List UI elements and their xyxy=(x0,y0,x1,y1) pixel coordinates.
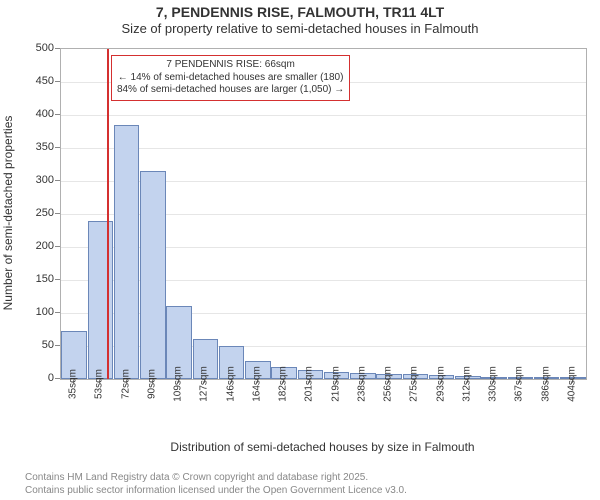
x-tick-label: 146sqm xyxy=(225,366,236,402)
y-tick-label: 200 xyxy=(36,240,54,252)
x-tick-label: 293sqm xyxy=(435,366,446,402)
x-tick-label: 182sqm xyxy=(278,366,289,402)
x-tick-label: 53sqm xyxy=(94,369,105,399)
y-axis: 050100150200250300350400450500 xyxy=(0,48,60,378)
x-tick-label: 330sqm xyxy=(488,366,499,402)
y-tick-label: 400 xyxy=(36,108,54,120)
y-tick-label: 300 xyxy=(36,174,54,186)
x-tick-label: 238sqm xyxy=(356,366,367,402)
x-tick-label: 35sqm xyxy=(68,369,79,399)
y-tick-label: 100 xyxy=(36,306,54,318)
chart-area: Number of semi-detached properties 05010… xyxy=(0,40,600,460)
y-tick-label: 500 xyxy=(36,42,54,54)
y-tick-label: 50 xyxy=(42,339,54,351)
x-tick-label: 312sqm xyxy=(461,366,472,402)
y-tick-label: 250 xyxy=(36,207,54,219)
y-tick-label: 150 xyxy=(36,273,54,285)
y-tick-label: 0 xyxy=(48,372,54,384)
x-tick-label: 127sqm xyxy=(199,366,210,402)
x-tick-label: 90sqm xyxy=(146,369,157,399)
gridline xyxy=(61,115,586,116)
x-tick-label: 164sqm xyxy=(251,366,262,402)
chart-title-block: 7, PENDENNIS RISE, FALMOUTH, TR11 4LT Si… xyxy=(0,0,600,36)
annotation-line: ← 14% of semi-detached houses are smalle… xyxy=(117,72,344,85)
y-tick-label: 350 xyxy=(36,141,54,153)
plot-area: 7 PENDENNIS RISE: 66sqm← 14% of semi-det… xyxy=(60,48,587,380)
annotation-box: 7 PENDENNIS RISE: 66sqm← 14% of semi-det… xyxy=(111,55,350,101)
x-tick-label: 275sqm xyxy=(409,366,420,402)
x-tick-label: 201sqm xyxy=(304,366,315,402)
x-tick-label: 256sqm xyxy=(383,366,394,402)
x-tick-label: 404sqm xyxy=(566,366,577,402)
y-tick-label: 450 xyxy=(36,75,54,87)
x-tick-label: 72sqm xyxy=(120,369,131,399)
reference-marker-line xyxy=(107,49,109,379)
x-axis: 35sqm53sqm72sqm90sqm109sqm127sqm146sqm16… xyxy=(60,378,585,448)
histogram-bar xyxy=(88,221,114,379)
gridline xyxy=(61,148,586,149)
x-axis-label: Distribution of semi-detached houses by … xyxy=(60,440,585,454)
x-tick-label: 367sqm xyxy=(514,366,525,402)
histogram-bar xyxy=(140,171,166,379)
x-tick-label: 109sqm xyxy=(173,366,184,402)
footer-line: Contains public sector information licen… xyxy=(25,485,407,498)
histogram-bar xyxy=(114,125,140,379)
x-tick-label: 219sqm xyxy=(330,366,341,402)
footer-attribution: Contains HM Land Registry data © Crown c… xyxy=(25,472,407,497)
x-tick-label: 386sqm xyxy=(540,366,551,402)
chart-subtitle: Size of property relative to semi-detach… xyxy=(0,21,600,36)
chart-title: 7, PENDENNIS RISE, FALMOUTH, TR11 4LT xyxy=(0,4,600,20)
annotation-line: 84% of semi-detached houses are larger (… xyxy=(117,84,344,97)
annotation-line: 7 PENDENNIS RISE: 66sqm xyxy=(117,59,344,72)
footer-line: Contains HM Land Registry data © Crown c… xyxy=(25,472,407,485)
